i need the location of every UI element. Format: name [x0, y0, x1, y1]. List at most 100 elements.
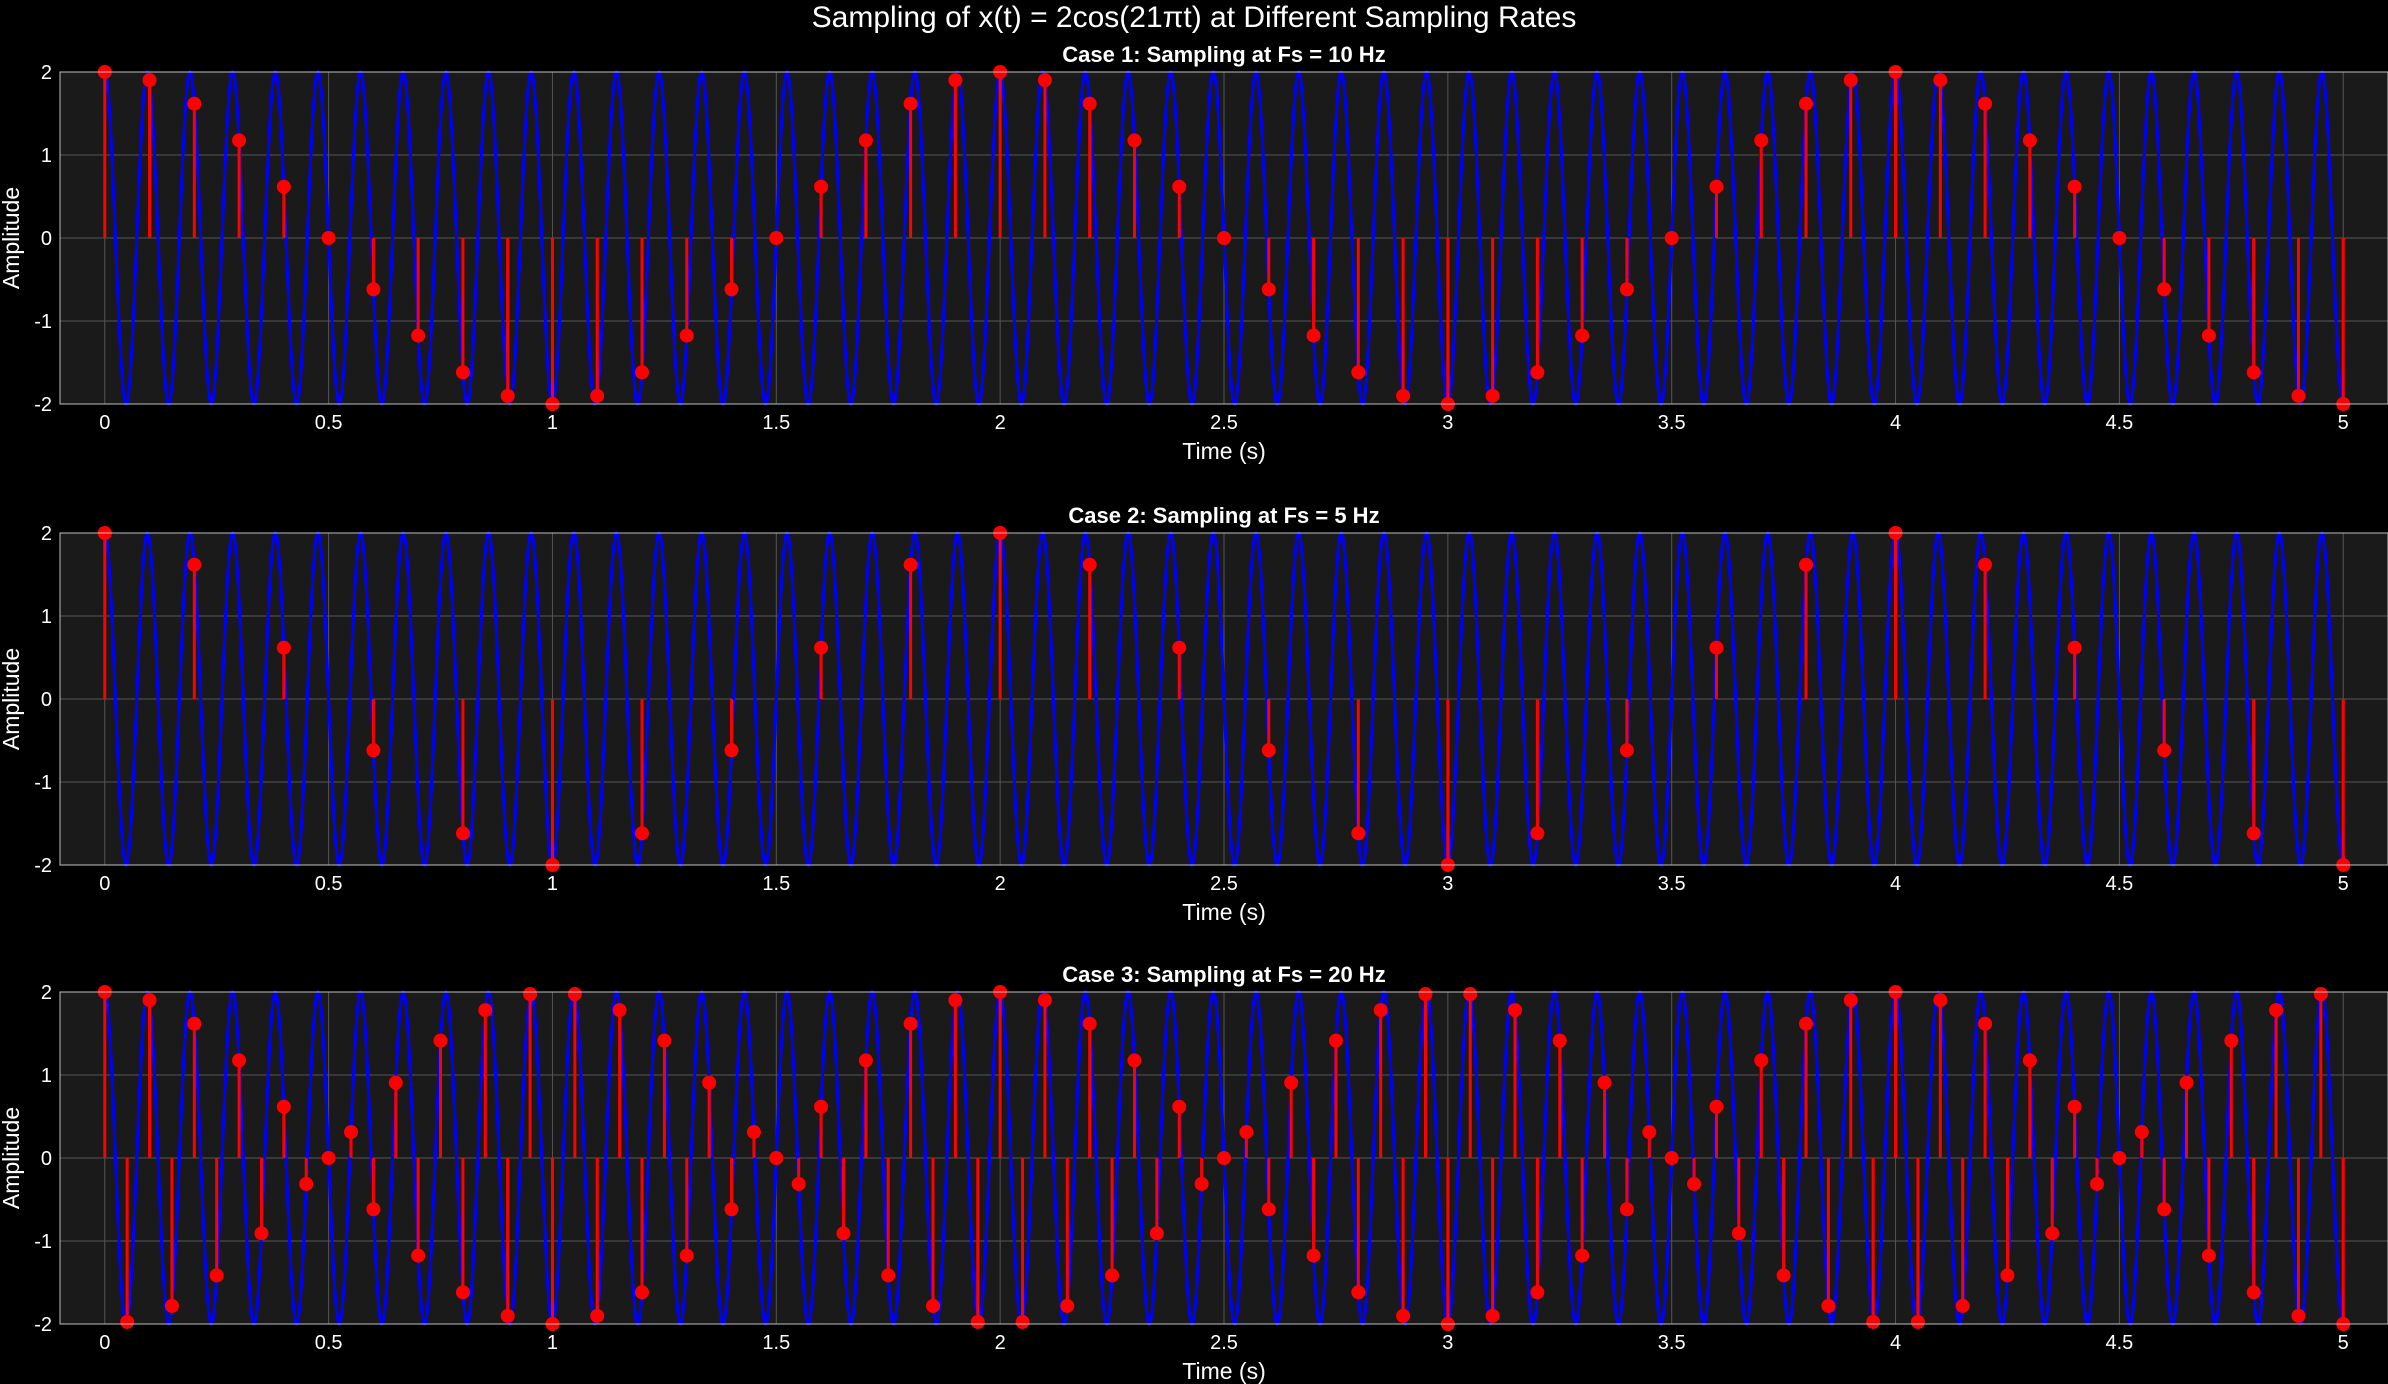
- sample-marker: [276, 640, 291, 655]
- sample-marker: [1015, 1314, 1030, 1329]
- sample-marker: [1619, 1202, 1634, 1217]
- x-tick-label: 0: [99, 1332, 110, 1354]
- sample-marker: [2134, 1125, 2149, 1140]
- sample-marker: [724, 743, 739, 758]
- sample-marker: [657, 1033, 672, 1048]
- subplot-1: 0 0.5 1 1.5 2 2.5 3 3.5 4 4.5 5 -2 -1 0 1 2 Case 1: Samp…: [0, 42, 2388, 464]
- sample-marker: [1082, 1016, 1097, 1031]
- sample-marker: [1037, 73, 1052, 88]
- sample-marker: [1709, 179, 1724, 194]
- y-tick-label: 1: [41, 1065, 52, 1087]
- sample-marker: [344, 1125, 358, 1140]
- x-tick-label: 3: [1442, 412, 1453, 434]
- x-tick-label: 2: [995, 1332, 1006, 1354]
- x-tick-label: 1.5: [762, 412, 790, 434]
- sample-marker: [1530, 1285, 1545, 1300]
- sample-marker: [1978, 557, 1993, 572]
- sample-marker: [1508, 1003, 1522, 1018]
- sample-marker: [1799, 1016, 1813, 1031]
- sample-marker: [590, 1308, 605, 1323]
- sample-marker: [1754, 1053, 1769, 1068]
- sample-marker: [1485, 1308, 1500, 1323]
- sampled-stems: [97, 65, 2351, 411]
- subplot-2: 0 0.5 1 1.5 2 2.5 3 3.5 4 4.5 5 -2 -1 0 1 2 Case 2: Samp…: [0, 503, 2388, 925]
- sample-marker: [2067, 179, 2082, 194]
- subplot-title: Case 1: Sampling at Fs = 10 Hz: [1062, 42, 1385, 67]
- sample-marker: [187, 557, 202, 572]
- y-axis-label: Amplitude: [0, 1107, 24, 1209]
- x-tick-label: 4: [1890, 412, 1901, 434]
- y-tick-label: -2: [34, 855, 52, 877]
- sample-marker: [1933, 993, 1948, 1008]
- x-tick-label: 4.5: [2105, 412, 2133, 434]
- x-tick-label: 3.5: [1658, 1332, 1686, 1354]
- sample-marker: [1082, 96, 1097, 111]
- sample-marker: [276, 1099, 291, 1114]
- sample-marker: [1978, 96, 1993, 111]
- axes-box: [59, 991, 2388, 1325]
- sample-marker: [769, 1151, 784, 1165]
- sample-marker: [1910, 1314, 1925, 1329]
- sample-marker: [1731, 1226, 1746, 1241]
- sample-marker: [2090, 1176, 2104, 1191]
- sample-marker: [2291, 1308, 2306, 1323]
- sample-marker: [209, 1268, 224, 1283]
- sample-marker: [1575, 328, 1590, 343]
- sample-marker: [187, 1016, 202, 1031]
- x-axis-label: Time (s): [1182, 899, 1265, 925]
- x-tick-label: 2: [995, 873, 1006, 895]
- sample-marker: [635, 1285, 649, 1300]
- x-tick-label: 4: [1890, 873, 1901, 895]
- sample-marker: [1530, 365, 1545, 380]
- sample-marker: [1821, 1298, 1836, 1313]
- sample-marker: [1776, 1268, 1791, 1283]
- subplot-title: Case 2: Sampling at Fs = 5 Hz: [1068, 503, 1379, 528]
- sample-marker: [590, 388, 605, 403]
- sample-marker: [366, 282, 381, 297]
- sample-marker: [1485, 388, 1500, 403]
- sample-marker: [1172, 640, 1187, 655]
- sample-marker: [746, 1125, 761, 1140]
- sample-marker: [478, 1003, 493, 1018]
- sample-marker: [1127, 1053, 1142, 1068]
- x-axis-label: Time (s): [1182, 1358, 1265, 1384]
- sample-marker: [232, 133, 247, 148]
- x-tick-label: 1.5: [762, 1332, 790, 1354]
- sample-marker: [1194, 1176, 1209, 1191]
- sample-marker: [1261, 282, 1276, 297]
- sample-marker: [2112, 1151, 2127, 1165]
- sample-marker: [635, 365, 649, 380]
- x-tick-label: 0.5: [315, 873, 343, 895]
- y-tick-label: 0: [41, 228, 52, 250]
- sample-marker: [433, 1033, 448, 1048]
- sampled-stems: [97, 985, 2351, 1331]
- sample-marker: [1217, 231, 1231, 245]
- x-tick-label: 0: [99, 412, 110, 434]
- sample-marker: [1418, 987, 1433, 1002]
- sample-marker: [948, 73, 963, 88]
- sample-marker: [1754, 133, 1769, 148]
- sample-marker: [769, 231, 784, 245]
- sample-marker: [411, 328, 426, 343]
- sample-marker: [276, 179, 291, 194]
- sample-marker: [2179, 1075, 2194, 1090]
- sample-marker: [299, 1176, 314, 1191]
- sample-marker: [1261, 1202, 1276, 1217]
- sample-marker: [120, 1314, 135, 1329]
- sample-marker: [1060, 1298, 1075, 1313]
- y-tick-label: 1: [41, 606, 52, 628]
- sample-marker: [366, 1202, 381, 1217]
- sample-marker: [500, 1308, 515, 1323]
- sample-marker: [455, 1285, 470, 1300]
- sample-marker: [142, 993, 157, 1008]
- sample-marker: [455, 826, 470, 841]
- y-tick-label: 2: [41, 62, 52, 84]
- sample-marker: [1955, 1298, 1970, 1313]
- sample-marker: [1709, 640, 1724, 655]
- sample-marker: [164, 1298, 179, 1313]
- sample-marker: [1687, 1176, 1702, 1191]
- x-tick-label: 3.5: [1658, 873, 1686, 895]
- sample-marker: [1037, 993, 1052, 1008]
- sample-marker: [836, 1226, 851, 1241]
- sample-marker: [1351, 826, 1366, 841]
